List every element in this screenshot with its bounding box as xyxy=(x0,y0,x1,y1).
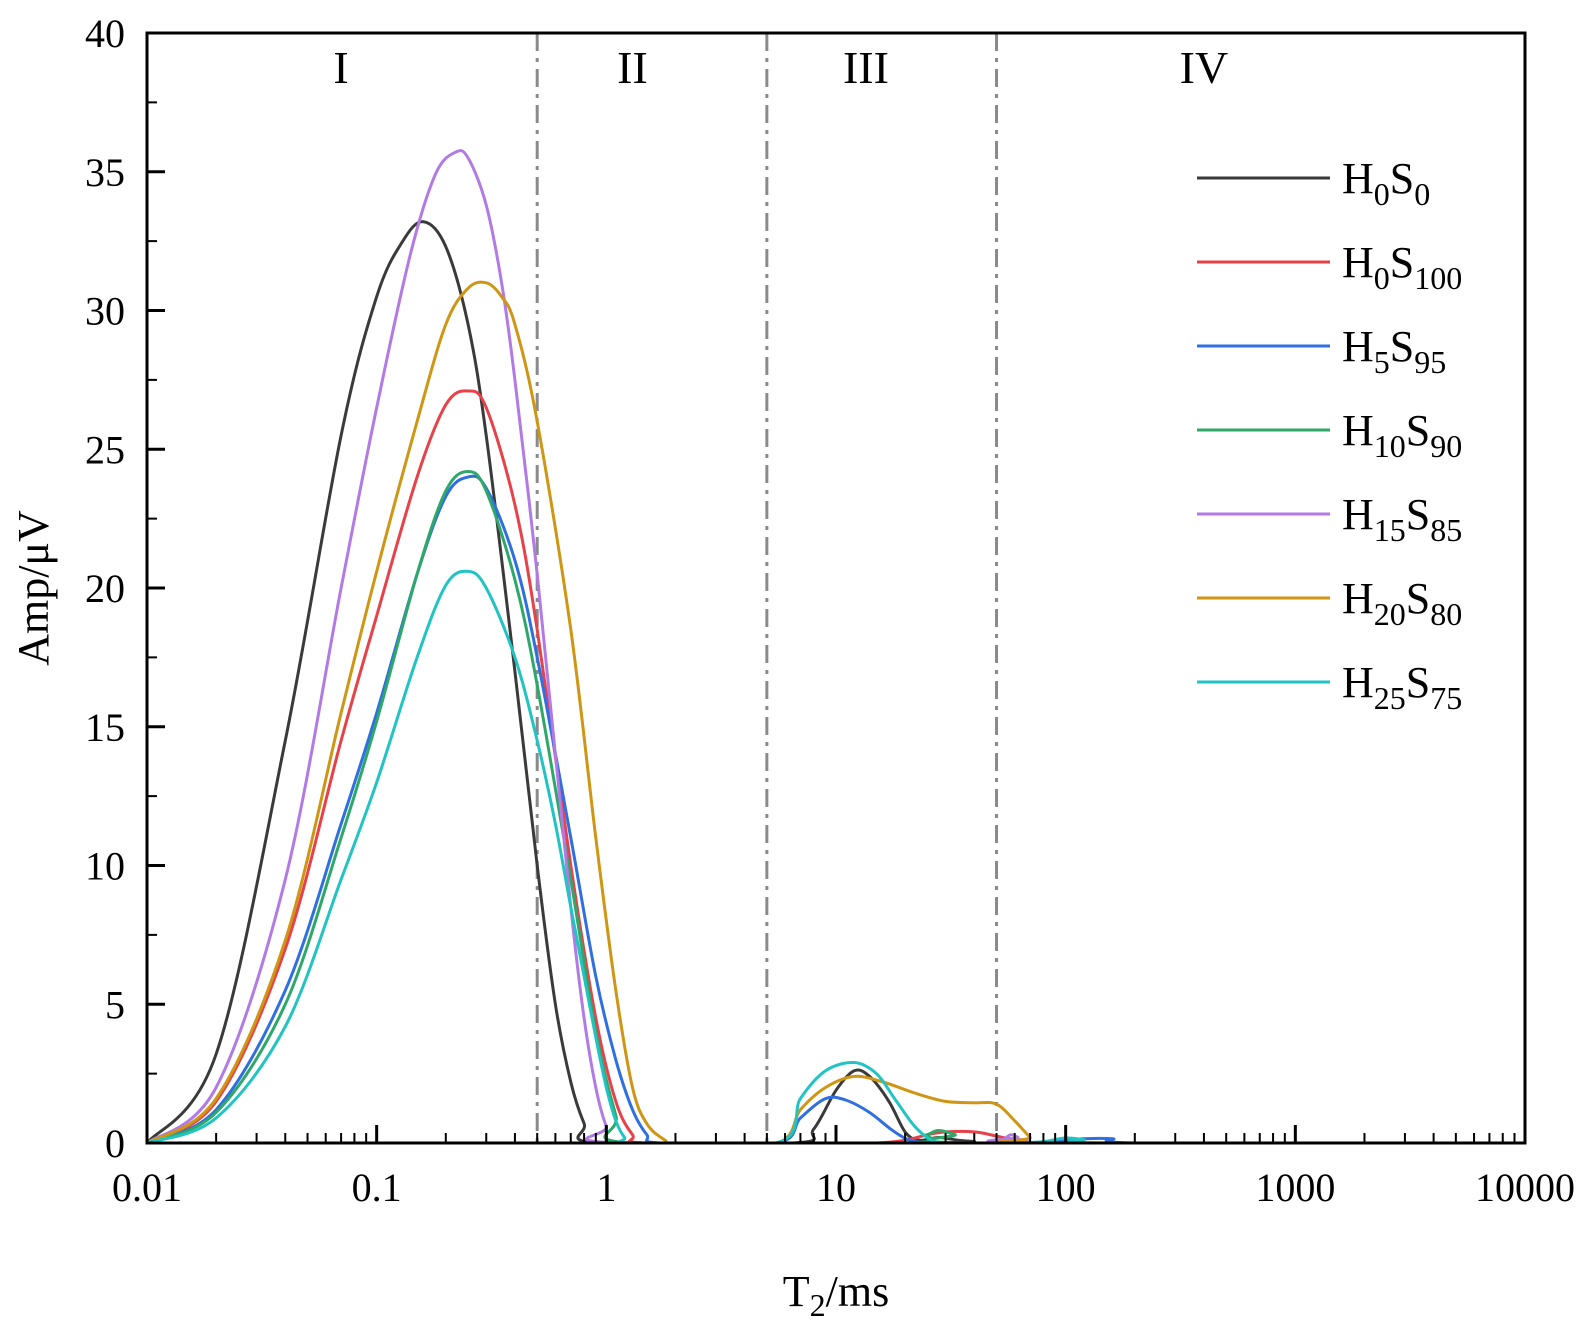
x-tick-label: 1000 xyxy=(1255,1165,1335,1210)
legend-item-H0S0: H0S0 xyxy=(1197,154,1430,212)
x-tick-label: 100 xyxy=(1036,1165,1096,1210)
y-tick-label: 5 xyxy=(105,982,125,1027)
legend-item-H15S85: H15S85 xyxy=(1197,490,1462,548)
region-labels: I II III IV xyxy=(333,42,1228,93)
y-tick-label: 15 xyxy=(85,705,125,750)
y-axis-ticks: 0 5 10 15 20 25 30 35 40 xyxy=(85,11,165,1166)
legend-label: H0S100 xyxy=(1342,238,1462,296)
legend-item-H25S75: H25S75 xyxy=(1197,658,1462,716)
region-label-4: IV xyxy=(1180,42,1229,93)
x-tick-label: 10000 xyxy=(1475,1165,1575,1210)
legend-item-H10S90: H10S90 xyxy=(1197,406,1462,464)
y-tick-label: 0 xyxy=(105,1121,125,1166)
legend-label: H10S90 xyxy=(1342,406,1462,464)
x-tick-label: 10 xyxy=(816,1165,856,1210)
x-axis-ticks: 0.01 0.1 1 10 100 1000 10000 xyxy=(112,1125,1575,1210)
legend-item-H20S80: H20S80 xyxy=(1197,574,1462,632)
y-tick-label: 10 xyxy=(85,844,125,889)
x-tick-label: 0.01 xyxy=(112,1165,182,1210)
series-line-H0S100 xyxy=(146,389,1525,1145)
legend-label: H15S85 xyxy=(1342,490,1462,548)
x-tick-label: 1 xyxy=(596,1165,616,1210)
legend-label: H5S95 xyxy=(1342,322,1446,380)
x-axis-title: T2/ms xyxy=(783,1267,889,1323)
region-label-2: II xyxy=(617,42,648,93)
y-axis-title: Amp/μV xyxy=(9,510,58,666)
region-label-1: I xyxy=(333,42,348,93)
y-tick-label: 20 xyxy=(85,566,125,611)
plot-background xyxy=(147,33,1525,1143)
series-line-H15S85 xyxy=(146,149,1525,1145)
legend-label: H25S75 xyxy=(1342,658,1462,716)
legend: H0S0 H0S100 H5S95 H10S90 H15S85 H20S80 H25S75 xyxy=(1197,154,1462,716)
y-tick-label: 40 xyxy=(85,11,125,56)
y-tick-label: 35 xyxy=(85,150,125,195)
legend-label: H20S80 xyxy=(1342,574,1462,632)
legend-label: H0S0 xyxy=(1342,154,1430,212)
legend-item-H0S100: H0S100 xyxy=(1197,238,1462,296)
y-tick-label: 25 xyxy=(85,427,125,472)
x-tick-label: 0.1 xyxy=(352,1165,402,1210)
region-label-3: III xyxy=(843,42,889,93)
legend-item-H5S95: H5S95 xyxy=(1197,322,1446,380)
y-tick-label: 30 xyxy=(85,289,125,334)
series-line-H20S80 xyxy=(146,280,1525,1145)
